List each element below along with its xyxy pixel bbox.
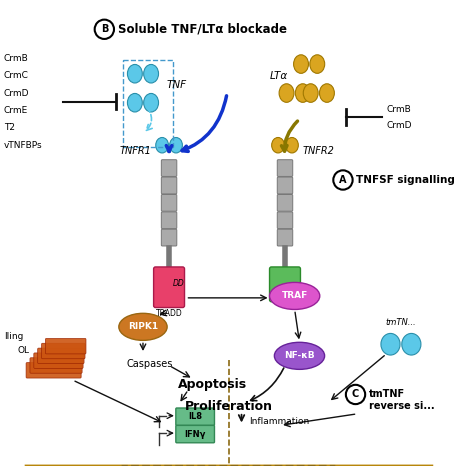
FancyBboxPatch shape	[161, 194, 177, 211]
FancyBboxPatch shape	[277, 177, 293, 194]
Circle shape	[95, 19, 114, 39]
FancyBboxPatch shape	[277, 229, 293, 246]
Text: CrmB: CrmB	[4, 54, 28, 63]
Text: OL: OL	[18, 346, 29, 356]
Ellipse shape	[279, 84, 294, 102]
Text: TNF: TNF	[166, 80, 186, 91]
Ellipse shape	[144, 64, 158, 83]
Text: CrmC: CrmC	[4, 71, 29, 80]
FancyBboxPatch shape	[161, 160, 177, 176]
Text: LTα: LTα	[270, 71, 288, 81]
Ellipse shape	[270, 283, 320, 310]
Text: lling: lling	[4, 332, 23, 341]
Text: reverse si...: reverse si...	[369, 401, 435, 411]
Text: TNFSF signalling: TNFSF signalling	[356, 175, 455, 185]
FancyBboxPatch shape	[34, 353, 83, 368]
Text: Proliferation: Proliferation	[185, 400, 273, 412]
Text: CrmB: CrmB	[386, 105, 411, 114]
Text: Inflammation: Inflammation	[249, 417, 310, 426]
FancyBboxPatch shape	[277, 194, 293, 211]
FancyBboxPatch shape	[277, 212, 293, 228]
FancyBboxPatch shape	[26, 363, 81, 378]
Text: T2: T2	[4, 123, 15, 132]
Text: vTNFBPs: vTNFBPs	[4, 141, 43, 150]
Text: Soluble TNF/LTα blockade: Soluble TNF/LTα blockade	[118, 23, 287, 36]
Wedge shape	[26, 466, 432, 474]
Text: DD: DD	[173, 279, 185, 288]
Ellipse shape	[170, 137, 182, 153]
Circle shape	[346, 385, 365, 404]
Text: CrmD: CrmD	[4, 89, 29, 98]
Text: TNFR2: TNFR2	[302, 146, 334, 156]
FancyBboxPatch shape	[30, 358, 82, 373]
Text: tmTN...: tmTN...	[386, 318, 416, 327]
FancyBboxPatch shape	[42, 343, 85, 359]
Text: IFNγ: IFNγ	[184, 429, 206, 438]
Text: RIPK1: RIPK1	[128, 322, 158, 331]
Ellipse shape	[274, 342, 325, 369]
Bar	[123, 60, 173, 147]
Ellipse shape	[295, 84, 310, 102]
FancyBboxPatch shape	[37, 348, 84, 364]
Ellipse shape	[144, 93, 158, 112]
Text: CrmE: CrmE	[4, 106, 28, 115]
Ellipse shape	[381, 333, 400, 355]
Ellipse shape	[303, 84, 318, 102]
Ellipse shape	[128, 64, 142, 83]
Wedge shape	[123, 466, 335, 474]
FancyBboxPatch shape	[161, 177, 177, 194]
FancyBboxPatch shape	[46, 338, 86, 354]
Ellipse shape	[285, 137, 298, 153]
Text: C: C	[352, 390, 359, 400]
Ellipse shape	[119, 313, 167, 340]
Ellipse shape	[128, 93, 142, 112]
FancyBboxPatch shape	[161, 229, 177, 246]
Ellipse shape	[402, 333, 421, 355]
Text: TRAF: TRAF	[282, 292, 308, 301]
Ellipse shape	[293, 55, 309, 73]
Ellipse shape	[310, 55, 325, 73]
Text: TNFR1: TNFR1	[120, 146, 152, 156]
Text: A: A	[339, 175, 346, 185]
Ellipse shape	[156, 137, 168, 153]
Text: Apoptosis: Apoptosis	[178, 378, 247, 392]
FancyBboxPatch shape	[176, 408, 214, 425]
Ellipse shape	[272, 137, 284, 153]
Text: tmTNF: tmTNF	[369, 390, 405, 400]
Text: NF-κB: NF-κB	[284, 351, 315, 360]
Circle shape	[333, 170, 353, 190]
FancyBboxPatch shape	[176, 425, 214, 443]
FancyBboxPatch shape	[154, 267, 184, 308]
Text: CrmD: CrmD	[386, 121, 412, 130]
Text: TRADD: TRADD	[155, 310, 182, 319]
FancyBboxPatch shape	[277, 160, 293, 176]
Text: IL8: IL8	[188, 412, 202, 421]
Ellipse shape	[319, 84, 334, 102]
FancyBboxPatch shape	[270, 267, 301, 302]
FancyBboxPatch shape	[161, 212, 177, 228]
Text: Caspases: Caspases	[127, 358, 173, 369]
Text: B: B	[100, 24, 108, 34]
